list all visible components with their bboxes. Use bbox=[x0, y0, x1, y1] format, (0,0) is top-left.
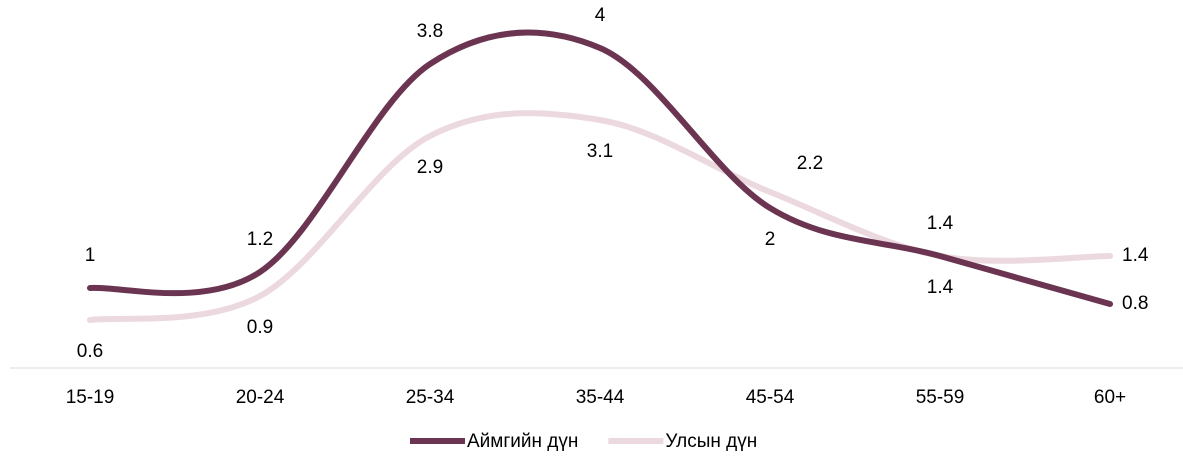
x-tick-label: 35-44 bbox=[576, 387, 625, 408]
data-label: 1.4 bbox=[927, 277, 954, 298]
x-tick-label: 25-34 bbox=[406, 387, 455, 408]
data-label: 4 bbox=[595, 5, 606, 26]
x-tick-label: 60+ bbox=[1094, 387, 1126, 408]
data-label: 2 bbox=[765, 229, 776, 250]
data-label: 0.8 bbox=[1122, 293, 1148, 314]
x-tick-label: 45-54 bbox=[746, 387, 795, 408]
data-label: 3.1 bbox=[587, 141, 613, 162]
data-label: 2.9 bbox=[417, 157, 443, 178]
data-label: 1 bbox=[85, 245, 96, 266]
x-tick-label: 55-59 bbox=[916, 387, 965, 408]
data-label: 0.9 bbox=[247, 317, 273, 338]
x-tick-label: 20-24 bbox=[236, 387, 285, 408]
data-label: 0.6 bbox=[77, 341, 103, 362]
series-line bbox=[87, 29, 1113, 307]
data-label: 1.4 bbox=[927, 213, 954, 234]
data-label: 3.8 bbox=[417, 21, 443, 42]
data-label: 1.4 bbox=[1122, 245, 1149, 266]
legend-label: Улсын дүн bbox=[665, 431, 757, 452]
x-tick-label: 15-19 bbox=[66, 387, 115, 408]
legend-label: Аймгийн дүн bbox=[467, 431, 578, 452]
data-label: 1.2 bbox=[247, 229, 273, 250]
data-label: 2.2 bbox=[797, 153, 823, 174]
